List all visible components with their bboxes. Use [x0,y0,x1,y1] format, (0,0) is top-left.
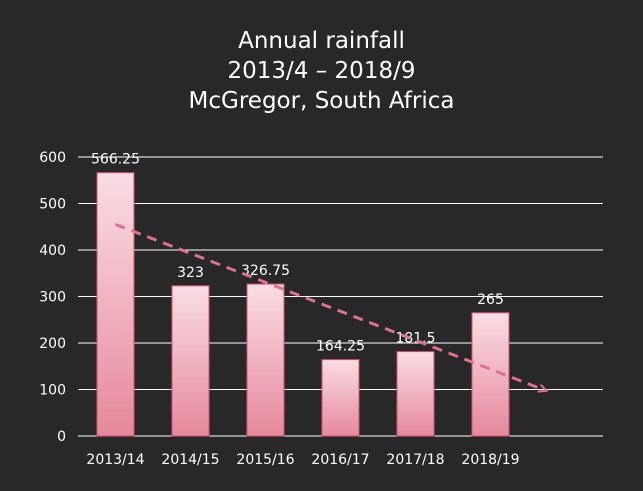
x-tick-label: 2018/19 [461,452,519,468]
data-label: 566.25 [91,152,140,168]
bars [96,172,510,437]
x-tick-label: 2017/18 [386,452,444,468]
y-tick-label: 0 [57,429,66,445]
data-label: 326.75 [241,263,290,279]
x-axis-ticks: 2013/14 2014/15 2015/16 2016/17 2017/18 2018/… [86,452,519,468]
y-axis-ticks: 0 100 200 300 400 500 600 [39,150,66,445]
x-tick-label: 2014/15 [161,452,219,468]
x-tick-label: 2016/17 [311,452,369,468]
data-label: 181.5 [395,331,435,347]
data-label: 323 [177,265,204,281]
bar [321,359,360,437]
data-label: 265 [477,292,504,308]
data-labels: 566.25 323 326.75 164.25 181.5 265 [91,152,504,355]
y-tick-label: 600 [39,150,66,166]
bar [171,285,210,437]
y-tick-label: 100 [39,383,66,399]
chart-title-line-3: McGregor, South Africa [188,88,455,114]
bar [246,283,285,437]
y-tick-label: 500 [39,197,66,213]
trendline-group [114,223,546,390]
chart-title-line-2: 2013/4 – 2018/9 [227,58,416,84]
y-tick-label: 200 [39,336,66,352]
bar [396,351,435,437]
x-tick-label: 2015/16 [236,452,294,468]
chart-title: Annual rainfall 2013/4 – 2018/9 McGregor… [0,26,643,116]
y-tick-label: 400 [39,243,66,259]
x-tick-label: 2013/14 [86,452,144,468]
bar [96,172,135,437]
grid-lines [78,156,603,437]
chart-title-line-1: Annual rainfall [238,28,405,54]
data-label: 164.25 [316,339,365,355]
y-tick-label: 300 [39,290,66,306]
trendline [114,223,546,390]
